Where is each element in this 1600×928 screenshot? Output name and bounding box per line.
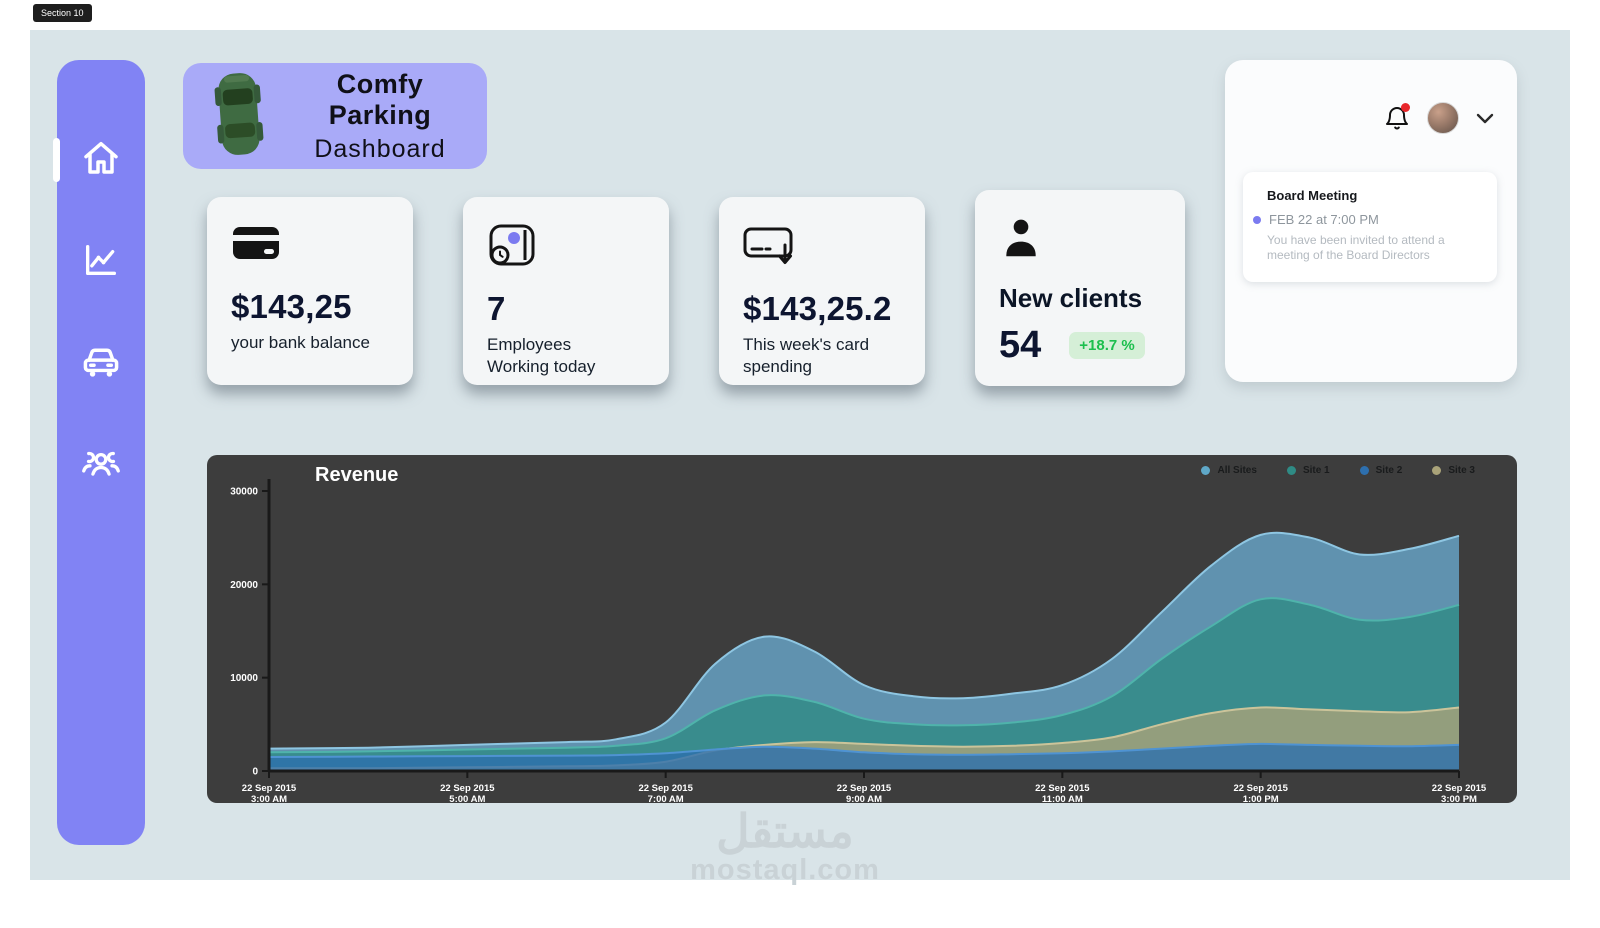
person-icon <box>999 219 1043 262</box>
chart-title: Revenue <box>315 464 399 486</box>
legend-label: All Sites <box>1217 465 1257 476</box>
watermark-latin: mostaql.com <box>690 854 880 886</box>
watermark-arabic: مستقل <box>716 805 854 857</box>
meeting-bullet-dot <box>1253 215 1261 224</box>
page-title: Comfy Parking Dashboard <box>287 69 473 164</box>
notification-dot <box>1401 103 1410 112</box>
bell-icon[interactable] <box>1383 103 1411 132</box>
section-badge: Section 10 <box>33 4 92 22</box>
legend-label: Site 3 <box>1448 465 1475 476</box>
stat-card-new-clients: New clients 54 +18.7 % <box>975 190 1185 386</box>
legend-item[interactable]: Site 2 <box>1359 465 1403 476</box>
svg-text:10000: 10000 <box>230 673 258 684</box>
home-icon <box>81 138 121 183</box>
active-indicator <box>53 138 60 182</box>
sidebar-item-parking[interactable] <box>79 342 123 386</box>
clients-group-icon <box>79 442 123 491</box>
revenue-area-chart: 0 10000 20000 30000 22 Sep 2015 3:00 AM 22 Sep… <box>230 479 1487 803</box>
sidebar-item-home[interactable] <box>79 138 123 182</box>
user-menu <box>1383 102 1495 134</box>
svg-text:30000: 30000 <box>230 487 258 498</box>
legend-item[interactable]: Site 3 <box>1432 465 1475 476</box>
dashboard-canvas: Comfy Parking Dashboard $143,25 your ban… <box>30 30 1570 886</box>
new-clients-value: 54 <box>999 324 1042 366</box>
svg-text:20000: 20000 <box>230 580 258 591</box>
green-car-top-view-image <box>191 67 287 166</box>
board-meeting-notification[interactable]: Board Meeting FEB 22 at 7:00 PM You have… <box>1243 172 1497 282</box>
stat-card-employees: 7 Employees Working today <box>463 197 669 385</box>
notification-panel: Board Meeting FEB 22 at 7:00 PM You have… <box>1225 60 1517 382</box>
card-spending-icon <box>743 227 799 271</box>
brand-card: Comfy Parking Dashboard <box>183 63 487 169</box>
legend-label: Site 1 <box>1302 465 1330 476</box>
meeting-body: You have been invited to attend a meetin… <box>1267 233 1445 262</box>
chart-legend: All Sites Site 1 Site 2 Site 3 <box>1201 465 1475 476</box>
car-icon <box>79 340 123 389</box>
chevron-down-icon[interactable] <box>1475 111 1495 125</box>
sidebar <box>53 60 145 845</box>
spending-label: This week's card spending <box>743 335 870 377</box>
watermark: مستقل mostaql.com <box>690 808 880 887</box>
stat-card-bank-balance: $143,25 your bank balance <box>207 197 413 385</box>
svg-text:0: 0 <box>252 767 258 778</box>
new-clients-title: New clients <box>999 283 1143 313</box>
bank-balance-value: $143,25 <box>231 288 352 325</box>
new-clients-delta-badge: +18.7 % <box>1069 332 1145 359</box>
analytics-chart-icon <box>81 240 121 285</box>
stat-card-spending: $143,25.2 This week's card spending <box>719 197 925 385</box>
legend-dot-icon <box>1359 466 1369 475</box>
revenue-chart-panel: 0 10000 20000 30000 22 Sep 2015 3:00 AM 22 Sep… <box>207 455 1517 803</box>
legend-dot-icon <box>1286 466 1296 475</box>
brand-title-line1: Comfy Parking <box>328 68 432 130</box>
brand-title-line2: Dashboard <box>314 134 446 163</box>
sidebar-item-clients[interactable] <box>79 444 123 488</box>
legend-dot-icon <box>1432 466 1442 475</box>
legend-dot-icon <box>1201 466 1211 475</box>
legend-item[interactable]: Site 1 <box>1286 465 1330 476</box>
legend-label: Site 2 <box>1375 465 1403 476</box>
meeting-datetime: FEB 22 at 7:00 PM <box>1269 212 1379 227</box>
spending-value: $143,25.2 <box>743 290 892 327</box>
sidebar-item-analytics[interactable] <box>79 240 123 284</box>
employees-label: Employees Working today <box>487 335 596 377</box>
meeting-title: Board Meeting <box>1267 188 1358 203</box>
legend-item[interactable]: All Sites <box>1201 465 1257 476</box>
employees-clock-icon <box>487 224 539 271</box>
user-avatar[interactable] <box>1427 102 1459 134</box>
employees-value: 7 <box>487 290 506 327</box>
credit-card-icon <box>231 227 281 269</box>
bank-balance-label: your bank balance <box>231 333 370 352</box>
